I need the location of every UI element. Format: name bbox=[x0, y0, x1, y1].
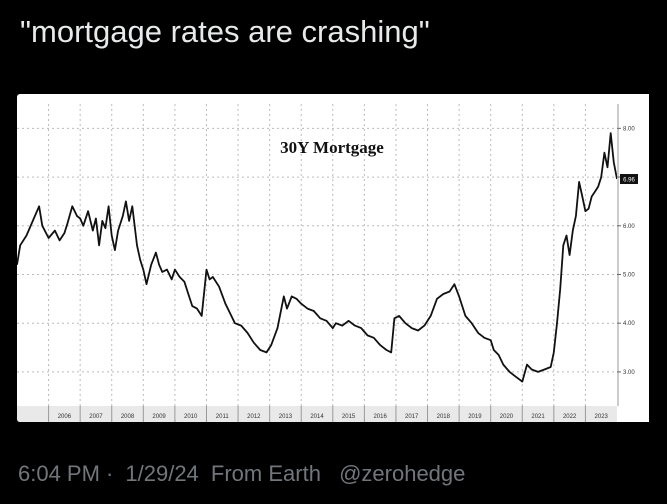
line-chart: 2006 2007 2008 2009 2010 2011 2012 2013 2014 2015… bbox=[17, 104, 634, 422]
x-tick-label: 2021 bbox=[531, 414, 545, 420]
tweet-date[interactable]: 1/29/24 bbox=[125, 461, 199, 486]
y-tick-label: 5.00 bbox=[623, 272, 635, 278]
tweet-handle[interactable]: @zerohedge bbox=[339, 461, 466, 486]
x-tick-label: 2023 bbox=[595, 414, 609, 420]
chart-title: 30Y Mortgage bbox=[280, 138, 384, 157]
tweet-source: From Earth bbox=[210, 461, 321, 486]
x-tick-label: 2018 bbox=[437, 414, 451, 420]
tweet-text: "mortgage rates are crashing" bbox=[20, 14, 430, 49]
x-tick-label: 2010 bbox=[184, 414, 198, 420]
tweet-time[interactable]: 6:04 PM bbox=[18, 461, 100, 486]
x-tick-label: 2020 bbox=[500, 414, 514, 420]
separator-dot: · bbox=[105, 461, 114, 486]
y-tick-label: 6.00 bbox=[623, 224, 635, 230]
x-tick-label: 2019 bbox=[468, 414, 482, 420]
chart-card: 2006 2007 2008 2009 2010 2011 2012 2013 2014 2015… bbox=[17, 94, 634, 422]
x-tick-label: 2009 bbox=[152, 414, 166, 420]
y-tick-label: 4.00 bbox=[623, 321, 635, 327]
mortgage-rate-line bbox=[17, 132, 618, 383]
x-tick-label: 2012 bbox=[247, 414, 261, 420]
x-tick-label: 2014 bbox=[310, 414, 324, 420]
y-axis-strip: 3.004.005.006.007.008.006.96 bbox=[617, 94, 649, 422]
tweet-footer: 6:04 PM · 1/29/24 From Earth @zerohedge bbox=[18, 461, 471, 487]
x-tick-label: 2022 bbox=[563, 414, 577, 420]
x-tick-label: 2006 bbox=[58, 414, 72, 420]
y-axis: 3.004.005.006.007.008.006.96 bbox=[617, 104, 638, 406]
x-tick-label: 2007 bbox=[89, 414, 103, 420]
x-tick-label: 2008 bbox=[121, 414, 135, 420]
last-value-label: 6.96 bbox=[623, 178, 635, 184]
last-value-badge bbox=[620, 174, 638, 185]
x-tick-label: 2017 bbox=[405, 414, 419, 420]
x-tick-label: 2011 bbox=[216, 414, 230, 420]
x-tick-label: 2013 bbox=[279, 414, 293, 420]
y-tick-label: 8.00 bbox=[623, 126, 635, 132]
x-axis-band bbox=[17, 406, 634, 422]
x-tick-label: 2015 bbox=[342, 414, 356, 420]
y-tick-label: 3.00 bbox=[623, 370, 635, 376]
x-tick-label: 2016 bbox=[373, 414, 387, 420]
